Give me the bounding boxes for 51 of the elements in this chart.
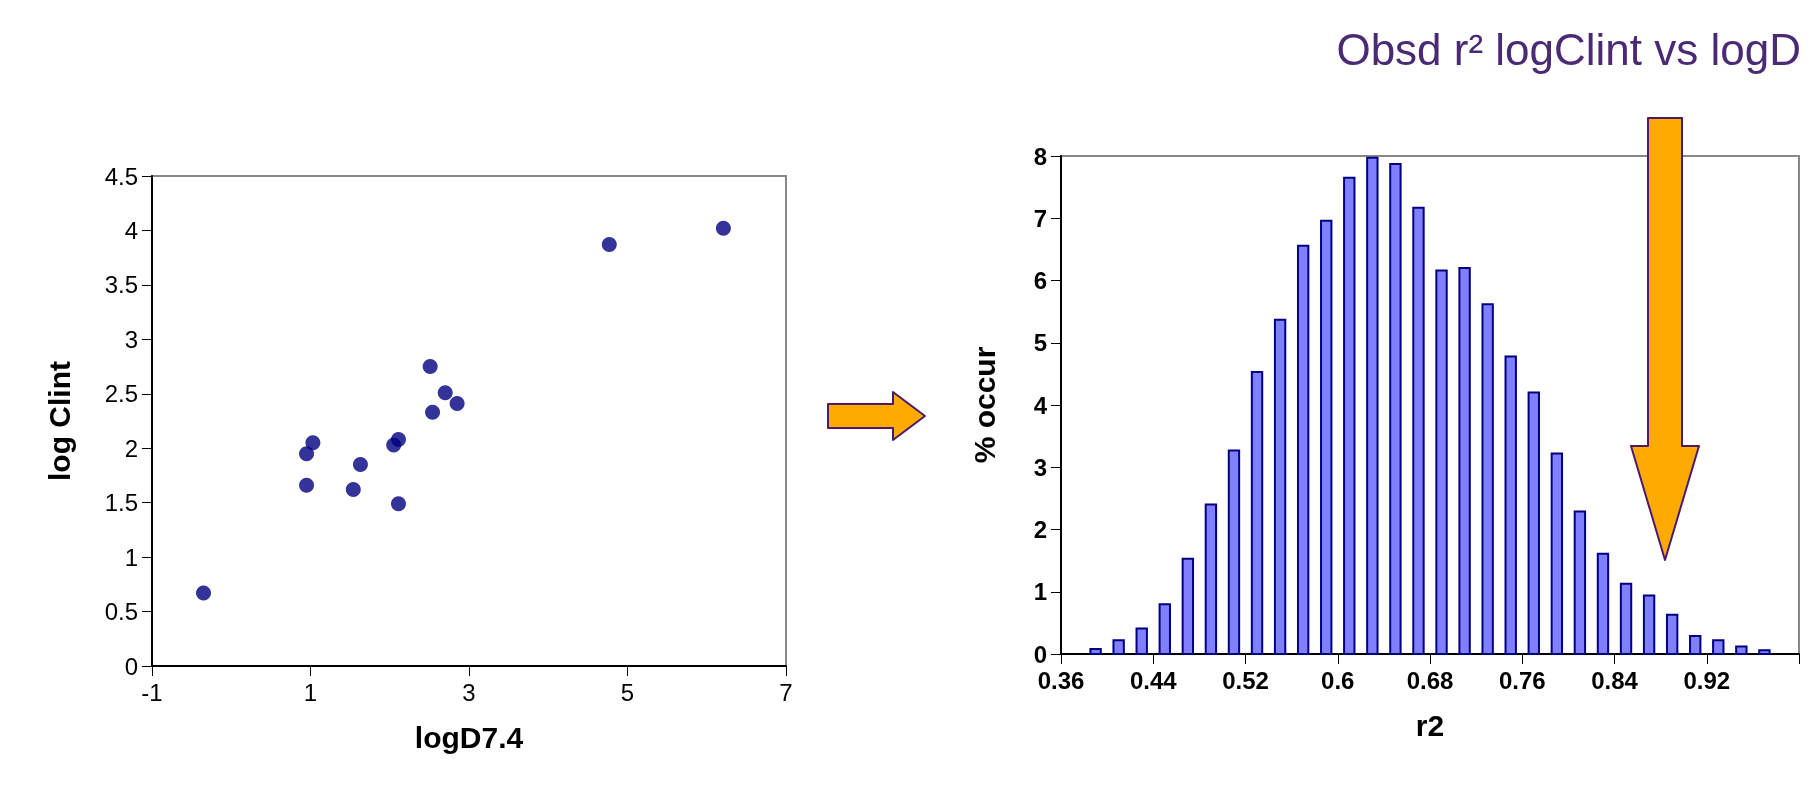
x-tick-label: 0.68: [1406, 666, 1454, 694]
y-tick-label: 2: [1033, 516, 1047, 543]
y-tick-label: 1: [1033, 578, 1047, 606]
y-tick-label: 0: [124, 652, 138, 680]
y-axis-title: log Clint: [42, 361, 76, 481]
point: [345, 482, 361, 498]
point: [305, 435, 321, 451]
y-tick-label: 8: [1033, 142, 1047, 170]
y-tick-label: 1: [124, 543, 138, 571]
y-tick-label: 6: [1033, 267, 1047, 294]
y-tick-label: 3.5: [104, 271, 138, 299]
y-tick-label: 3: [124, 325, 138, 353]
chart-title: Obsd r² logClint vs logD: [1336, 24, 1802, 74]
x-tick-label: 0.92: [1683, 666, 1731, 694]
point: [390, 496, 406, 512]
x-axis-title: logD7.4: [414, 720, 524, 754]
y-axis-title: % occur: [967, 346, 1001, 464]
point: [352, 457, 368, 473]
point: [299, 477, 315, 493]
x-tick-label: 0.76: [1498, 666, 1546, 694]
y-tick-label: 5: [1033, 329, 1047, 357]
x-tick-label: 0.6: [1321, 666, 1355, 694]
y-tick-label: 4: [124, 216, 138, 244]
x-tick-label: 0.84: [1591, 666, 1639, 694]
point: [715, 220, 731, 236]
point: [299, 446, 315, 462]
x-tick-label: 5: [620, 678, 635, 706]
y-tick-label: 7: [1033, 204, 1047, 232]
point: [601, 237, 617, 253]
y-tick-label: 2: [124, 434, 138, 462]
x-axis-title: r2: [1415, 708, 1445, 742]
x-tick-label: 0.36: [1037, 666, 1085, 694]
point: [425, 404, 441, 420]
x-tick-label: 0.44: [1129, 666, 1178, 694]
point: [449, 396, 465, 412]
point: [422, 359, 438, 375]
y-tick-label: 4.5: [104, 162, 138, 190]
point: [196, 585, 212, 601]
x-tick-label: 3: [462, 678, 476, 706]
y-tick-label: 1.5: [104, 489, 138, 517]
y-tick-label: 4: [1033, 391, 1048, 419]
x-tick-label: 0.52: [1222, 666, 1269, 694]
point: [437, 385, 453, 401]
x-tick-label: 7: [779, 678, 793, 706]
x-tick-label: -1: [141, 678, 163, 706]
y-tick-label: 0.5: [104, 598, 138, 626]
x-tick-label: 1: [303, 678, 318, 706]
y-tick-label: 3: [1033, 453, 1047, 481]
point: [390, 432, 406, 448]
y-tick-label: 2.5: [104, 380, 138, 408]
y-tick-label: 0: [1033, 640, 1047, 668]
